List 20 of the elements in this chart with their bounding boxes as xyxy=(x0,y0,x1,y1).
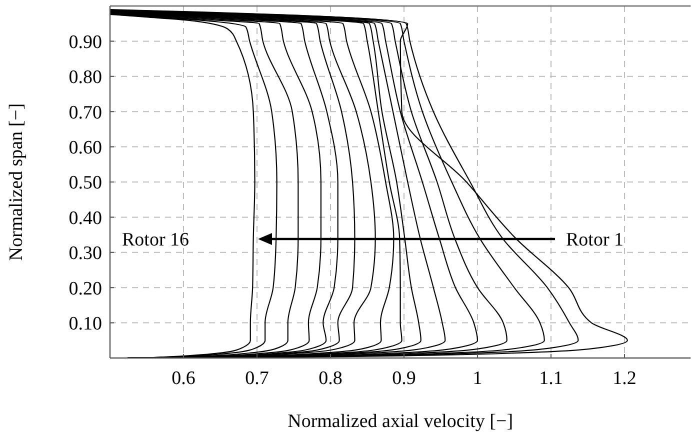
y-tick-label: 0.70 xyxy=(68,102,102,124)
y-tick-label: 0.80 xyxy=(68,67,102,88)
y-tick-label: 0.10 xyxy=(68,313,102,334)
x-tick-label: 0.8 xyxy=(318,368,342,389)
y-tick-label: 0.20 xyxy=(68,278,102,300)
annotation: Rotor 1 xyxy=(566,230,624,251)
annotation: Rotor 16 xyxy=(122,230,190,251)
x-tick-label: 1.2 xyxy=(612,368,636,389)
x-tick-label: 1 xyxy=(472,368,482,389)
x-tick-label: 0.6 xyxy=(172,368,196,389)
y-tick-label: 0.30 xyxy=(68,243,102,264)
y-tick-label: 0.50 xyxy=(68,172,102,194)
x-axis-title: Normalized axial velocity [−] xyxy=(288,411,514,432)
y-tick-label: 0.60 xyxy=(68,137,102,158)
y-tick-label: 0.40 xyxy=(68,208,102,229)
x-tick-label: 0.7 xyxy=(245,368,269,389)
y-tick-label: 0.90 xyxy=(68,32,102,53)
x-tick-label: 1.1 xyxy=(539,368,563,389)
x-tick-label: 0.9 xyxy=(392,368,416,389)
y-axis-title: Normalized span [−] xyxy=(6,103,27,261)
